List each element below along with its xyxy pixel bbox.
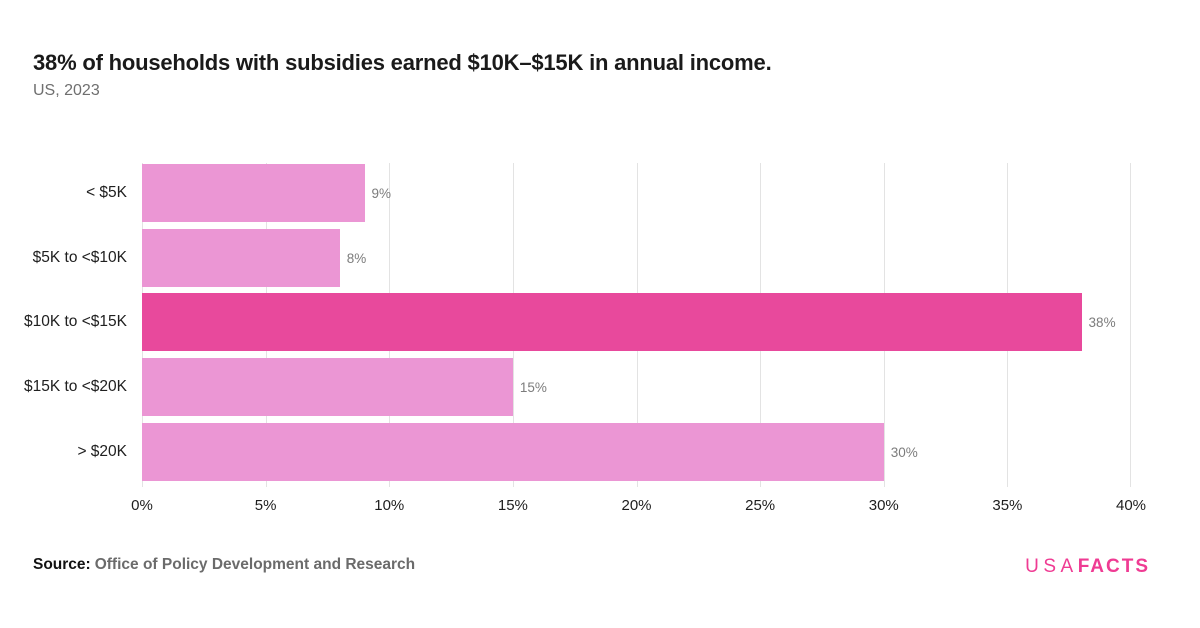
x-tick-label: 25% xyxy=(745,497,776,514)
logo-facts: FACTS xyxy=(1077,556,1150,577)
value-label: 30% xyxy=(890,444,918,460)
chart-subtitle: US, 2023 xyxy=(33,82,100,99)
logo-usa: USA xyxy=(1025,556,1078,577)
category-label: > $20K xyxy=(77,443,127,460)
bar-row: > $20K 30% xyxy=(0,423,1200,481)
value-label: 8% xyxy=(346,250,367,266)
x-tick-label: 35% xyxy=(992,497,1023,514)
bar xyxy=(142,423,884,481)
category-label: $5K to <$10K xyxy=(32,249,127,266)
bar-row: $5K to <$10K 8% xyxy=(0,229,1200,287)
value-label: 9% xyxy=(371,185,392,201)
bar-track: 38% xyxy=(142,293,1131,351)
x-tick-label: 10% xyxy=(374,497,405,514)
x-tick-label: 20% xyxy=(621,497,652,514)
bar-track: 30% xyxy=(142,423,1131,481)
bar-row: < $5K 9% xyxy=(0,164,1200,222)
x-tick-label: 0% xyxy=(131,497,153,514)
bar-row: $15K to <$20K 15% xyxy=(0,358,1200,416)
x-tick-label: 5% xyxy=(254,497,277,514)
x-tick-label: 30% xyxy=(868,497,899,514)
bar xyxy=(142,164,365,222)
bar-highlighted xyxy=(142,293,1082,351)
x-tick-label: 15% xyxy=(497,497,528,514)
chart-title: 38% of households with subsidies earned … xyxy=(33,50,772,75)
source-text: Office of Policy Development and Researc… xyxy=(94,556,416,573)
bar-track: 9% xyxy=(142,164,1131,222)
value-label: 15% xyxy=(519,379,547,395)
gridline xyxy=(1130,163,1131,487)
x-tick-label: 40% xyxy=(1115,497,1147,514)
bar-row: $10K to <$15K 38% xyxy=(0,293,1200,351)
bar xyxy=(142,229,340,287)
x-axis: 0% 5% 10% 15% 20% 25% 30% 35% 40% xyxy=(131,497,1146,517)
bar-track: 15% xyxy=(142,358,1131,416)
usafacts-logo: USAFACTS xyxy=(1025,556,1150,578)
category-label: $15K to <$20K xyxy=(24,378,127,395)
category-label: $10K to <$15K xyxy=(24,313,127,330)
source-label: Source: xyxy=(33,556,91,573)
value-label: 38% xyxy=(1088,314,1116,330)
bar-track: 8% xyxy=(142,229,1131,287)
source-line: Source: Office of Policy Development and … xyxy=(33,556,415,574)
bar xyxy=(142,358,513,416)
category-label: < $5K xyxy=(86,184,127,201)
